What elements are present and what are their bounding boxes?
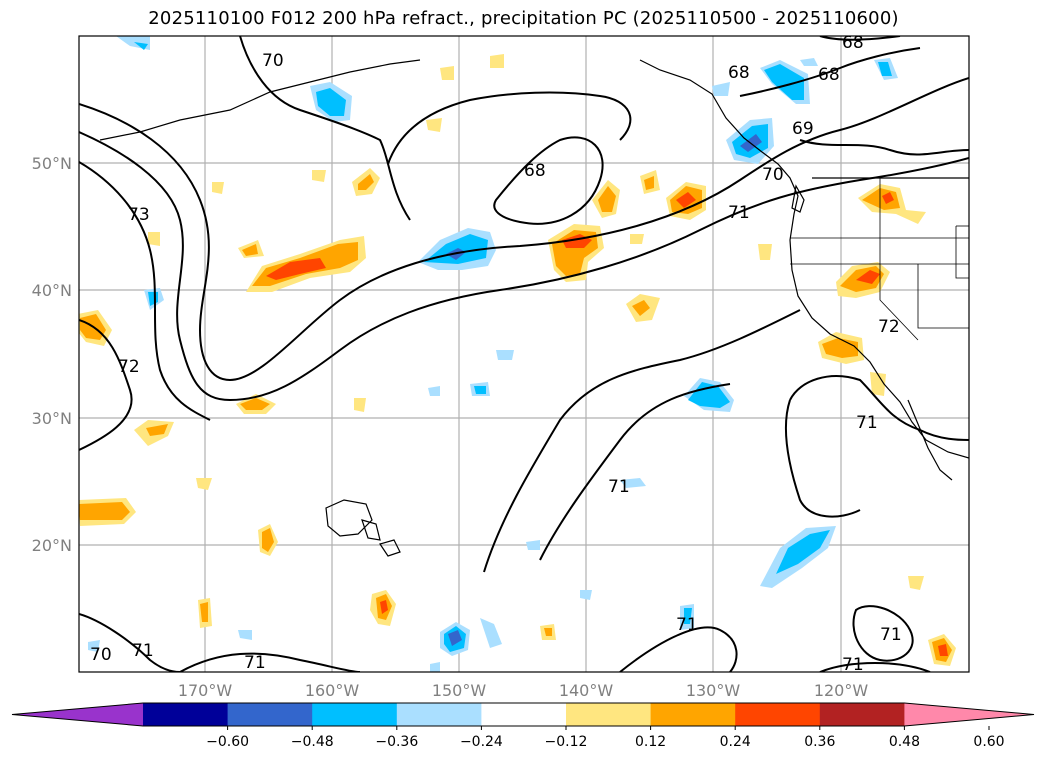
lon-label-140w: 140°W [559,681,614,700]
contour-label: 72 [118,357,140,377]
contour-label: 68 [818,65,840,85]
colorbar-segment [566,703,652,726]
refractivity-contours [79,36,969,672]
hawaii-island-2 [361,519,381,541]
contour-label: 71 [842,655,864,675]
colorbar-segment [396,703,482,726]
contour-68-closed [493,136,604,225]
contour-71-sw-2 [179,652,361,672]
contour-label: 71 [728,203,750,223]
lon-label-170w: 170°W [178,681,233,700]
contour-label: 71 [856,413,878,433]
colorbar-segment [312,703,398,726]
map-title: 2025110100 F012 200 hPa refract., precip… [148,8,899,29]
colorbar-tick-label: 0.48 [889,734,920,750]
contour-label: 71 [132,641,154,661]
map-background [79,36,969,672]
colorbar-tick-label: −0.24 [460,734,503,750]
colorbar-tick-label: 0.12 [635,734,666,750]
contour-label: 71 [608,477,630,497]
map-frame [78,35,970,673]
contour-69-ne [799,139,969,156]
colorbar-segment [819,703,905,726]
north-america-west-coast [639,59,969,459]
contour-label: 70 [262,51,284,71]
colorbar-tick-label: −0.36 [375,734,418,750]
baja-california [907,399,953,481]
hawaii-island-1 [325,499,373,537]
contour-label: 72 [878,317,900,337]
colorbar-segment [227,703,313,726]
contour-label: 68 [842,33,864,53]
colorbar-segment [650,703,736,726]
contour-72 [79,319,133,451]
contour-71-east [789,375,969,441]
colorbar: −0.60 −0.48 −0.36 −0.24 −0.12 0.12 0.24 0.36 0.4… [11,702,1035,750]
contour-71-s [619,626,738,672]
map-panel: 70 68 68 68 69 70 71 73 72 72 71 71 71 7… [78,33,970,675]
contour-label: 71 [676,615,698,635]
contour-label: 71 [880,625,902,645]
lon-label-160w: 160°W [305,681,360,700]
colorbar-segment [143,703,229,726]
colorbar-tick-label: 0.24 [720,734,751,750]
contour-73 [79,161,211,421]
colorbar-ticks: −0.60 −0.48 −0.36 −0.24 −0.12 0.12 0.24 0.36 0.4… [206,726,1005,750]
colorbar-tick-label: −0.12 [545,734,588,750]
contour-68-top [819,36,901,41]
colorbar-tick-label: −0.48 [291,734,334,750]
lat-label-50n: 50°N [32,154,72,173]
contour-label: 70 [90,645,112,665]
contour-label: 70 [762,165,784,185]
lat-label-30n: 30°N [32,409,72,428]
contour-71-se [819,662,931,672]
contour-label: 68 [524,161,546,181]
contour-label-group: 70 68 68 68 69 70 71 73 72 72 71 71 71 7… [90,33,902,675]
contour-68-70 [79,77,969,382]
precip-shading [79,36,956,672]
colorbar-tick-label: 0.36 [804,734,835,750]
negative-anomalies [88,36,898,672]
colorbar-extend-low [12,703,143,726]
vancouver-island [791,184,805,213]
colorbar-segment [481,703,567,726]
contour-label: 73 [128,205,150,225]
state-borders [790,178,969,341]
colorbar-tick-label: 0.60 [973,734,1004,750]
contour-label: 71 [244,653,266,673]
longitude-labels: 170°W 160°W 150°W 140°W 130°W 120°W [178,681,869,700]
contour-68-mid [387,91,632,165]
contour-71-closed [852,605,914,662]
latitude-labels: 50°N 40°N 30°N 20°N [32,154,72,555]
contour-71-south-2 [539,383,731,561]
contour-label: 69 [792,119,814,139]
lon-label-130w: 130°W [686,681,741,700]
contour-71-east-2 [784,399,861,518]
colorbar-segments [11,702,1035,727]
contour-71 [79,131,969,402]
contour-71-south [483,309,801,573]
colorbar-segment [735,703,821,726]
contour-label: 68 [728,63,750,83]
lon-label-120w: 120°W [814,681,869,700]
colorbar-outline [11,702,1035,727]
lat-label-20n: 20°N [32,536,72,555]
positive-anomalies [79,54,956,666]
lon-label-150w: 150°W [432,681,487,700]
contour-71-sw [79,613,181,672]
contour-68-ne [739,47,921,97]
lat-label-40n: 40°N [32,281,72,300]
contour-70-upper [239,36,411,221]
colorbar-tick-label: −0.60 [206,734,249,750]
colorbar-extend-high [904,703,1034,726]
hawaii-island-3 [379,539,401,557]
